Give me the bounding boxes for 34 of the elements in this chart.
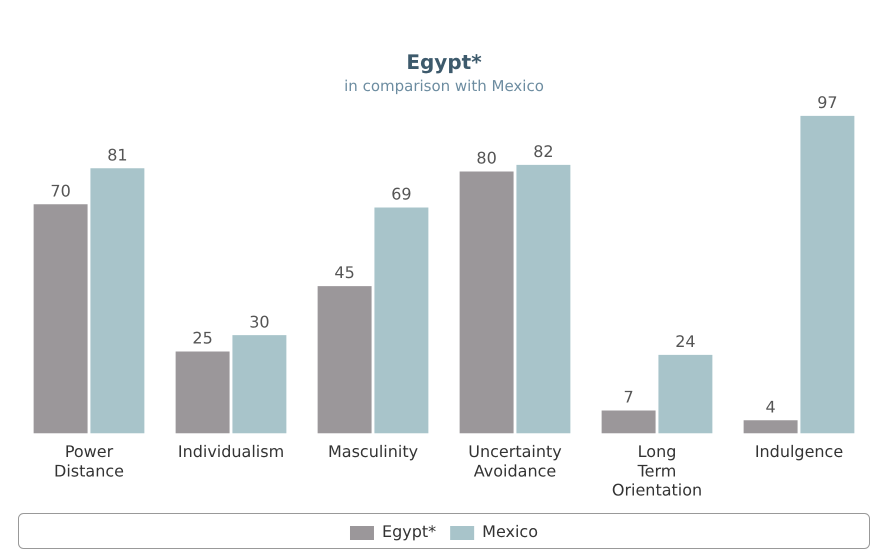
x-tick-label: Individualism [178, 442, 284, 462]
legend-label: Egypt* [382, 522, 436, 542]
bar [602, 410, 656, 434]
data-label: 81 [107, 145, 128, 164]
x-tick-label: Power Distance [54, 442, 124, 480]
data-label: 82 [533, 142, 554, 162]
bar [516, 164, 570, 434]
bar [658, 354, 712, 434]
data-label: 4 [766, 397, 776, 416]
data-label: 7 [624, 388, 634, 407]
data-label: 80 [476, 148, 497, 168]
bar [176, 352, 230, 434]
data-label: 45 [334, 263, 355, 282]
bar [232, 335, 286, 434]
data-label: 97 [817, 92, 838, 112]
legend-label: Mexico [482, 522, 538, 542]
bar [318, 286, 372, 434]
bar [90, 168, 144, 434]
bar [34, 204, 88, 434]
x-tick-label: Masculinity [328, 442, 418, 462]
chart-title: Egypt* [406, 50, 482, 74]
bar [744, 420, 798, 434]
x-tick-label: Uncertainty Avoidance [468, 442, 562, 480]
bar [460, 171, 514, 434]
data-label: 70 [50, 181, 71, 200]
x-tick-label: Indulgence [754, 442, 844, 462]
data-label: 24 [675, 332, 696, 351]
chart-subtitle: in comparison with Mexico [344, 76, 544, 95]
bar [374, 207, 428, 434]
data-label: 69 [391, 184, 412, 204]
bar [800, 116, 854, 434]
data-label: 30 [249, 312, 270, 332]
x-tick-label: Long Term Orientation [612, 442, 702, 500]
data-label: 25 [192, 328, 213, 348]
